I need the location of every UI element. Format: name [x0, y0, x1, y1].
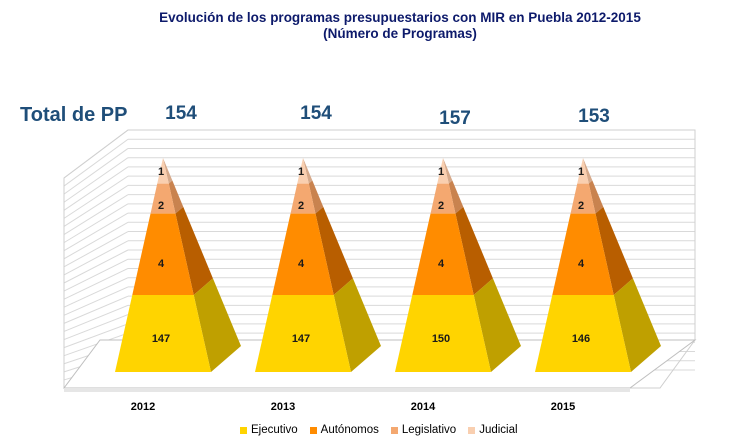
pyramid-side-judicial-2012 — [163, 158, 173, 184]
data-label-judicial-2015: 1 — [578, 166, 584, 178]
pyramid-band-autónomos-2013 — [272, 213, 334, 295]
data-label-autónomos-2013: 4 — [298, 258, 305, 270]
legend-label-autonomos: Autónomos — [320, 424, 379, 436]
floor-edge — [64, 388, 630, 392]
legend: Ejecutivo Autónomos Legislativo Judicial — [240, 424, 518, 436]
total-value-2013: 154 — [300, 103, 332, 124]
data-label-autónomos-2014: 4 — [438, 258, 445, 270]
pyramid-side-ejecutivo-2015 — [613, 278, 661, 372]
pyramid-side-autónomos-2012 — [175, 206, 213, 295]
data-label-ejecutivo-2015: 146 — [572, 333, 590, 345]
legend-item-autonomos: Autónomos — [309, 424, 379, 436]
legend-item-judicial: Judicial — [468, 424, 518, 436]
pyramid-side-judicial-2015 — [583, 158, 593, 184]
pyramid-side-legislativo-2013 — [308, 180, 324, 214]
legend-item-ejecutivo: Ejecutivo — [240, 424, 298, 436]
total-value-2014: 157 — [439, 108, 471, 129]
wall-outline — [63, 129, 696, 389]
data-label-legislativo-2015: 2 — [578, 200, 584, 212]
data-label-autónomos-2015: 4 — [578, 258, 585, 270]
pyramid-side-ejecutivo-2014 — [473, 278, 521, 372]
pyramid-band-ejecutivo-2012 — [115, 294, 211, 372]
pyramid-band-judicial-2012 — [157, 158, 169, 184]
data-label-legislativo-2014: 2 — [438, 200, 444, 212]
data-label-legislativo-2013: 2 — [298, 200, 304, 212]
pyramid-band-legislativo-2013 — [290, 183, 316, 214]
data-label-ejecutivo-2012: 147 — [152, 333, 170, 345]
total-value-2012: 154 — [165, 103, 197, 124]
pyramid-band-judicial-2014 — [437, 158, 449, 184]
pyramid-band-autónomos-2014 — [412, 213, 474, 295]
pyramid-band-autónomos-2012 — [132, 213, 194, 295]
pyramid-side-judicial-2014 — [443, 158, 453, 184]
legend-swatch-autonomos — [309, 426, 317, 434]
data-label-judicial-2012: 1 — [158, 166, 164, 178]
pyramid-band-ejecutivo-2015 — [535, 294, 631, 372]
pyramid-band-ejecutivo-2014 — [395, 294, 491, 372]
chart-subtitle: (Número de Programas) — [323, 26, 477, 41]
x-tick-2012: 2012 — [131, 401, 155, 413]
x-tick-2015: 2015 — [551, 401, 575, 413]
pyramid-band-judicial-2015 — [577, 158, 589, 184]
data-label-autónomos-2012: 4 — [158, 258, 165, 270]
chart-title: Evolución de los programas presupuestari… — [0, 10, 730, 42]
legend-swatch-ejecutivo — [240, 426, 247, 434]
pyramid-side-ejecutivo-2012 — [193, 278, 241, 372]
x-tick-2014: 2014 — [411, 401, 436, 413]
pyramid-side-judicial-2013 — [303, 158, 313, 184]
pyramid-side-legislativo-2015 — [588, 180, 604, 214]
pyramid-side-ejecutivo-2013 — [333, 278, 381, 372]
legend-label-ejecutivo: Ejecutivo — [251, 424, 298, 436]
data-label-ejecutivo-2014: 150 — [432, 333, 450, 345]
pyramid-band-autónomos-2015 — [552, 213, 614, 295]
pyramid-band-legislativo-2012 — [150, 183, 176, 214]
data-label-judicial-2014: 1 — [438, 166, 444, 178]
pyramid-side-legislativo-2014 — [448, 180, 464, 214]
data-label-judicial-2013: 1 — [298, 166, 304, 178]
data-label-legislativo-2012: 2 — [158, 200, 164, 212]
legend-label-judicial: Judicial — [479, 424, 518, 436]
pyramid-band-legislativo-2015 — [570, 183, 596, 214]
pyramid-side-autónomos-2015 — [595, 206, 633, 295]
chart-title-line: Evolución de los programas presupuestari… — [159, 10, 641, 25]
pyramid-side-legislativo-2012 — [168, 180, 184, 214]
legend-swatch-judicial — [468, 426, 476, 434]
x-tick-2013: 2013 — [271, 401, 295, 413]
legend-item-legislativo: Legislativo — [390, 424, 457, 436]
total-value-2015: 153 — [578, 106, 610, 127]
pyramid-side-autónomos-2014 — [455, 206, 493, 295]
total-label: Total de PP — [20, 104, 128, 126]
legend-label-legislativo: Legislativo — [401, 424, 457, 436]
pyramid-band-judicial-2013 — [297, 158, 309, 184]
pyramid-band-legislativo-2014 — [430, 183, 456, 214]
data-label-ejecutivo-2013: 147 — [292, 333, 310, 345]
pyramid-band-ejecutivo-2013 — [255, 294, 351, 372]
pyramid-side-autónomos-2013 — [315, 206, 353, 295]
legend-swatch-legislativo — [390, 426, 398, 434]
